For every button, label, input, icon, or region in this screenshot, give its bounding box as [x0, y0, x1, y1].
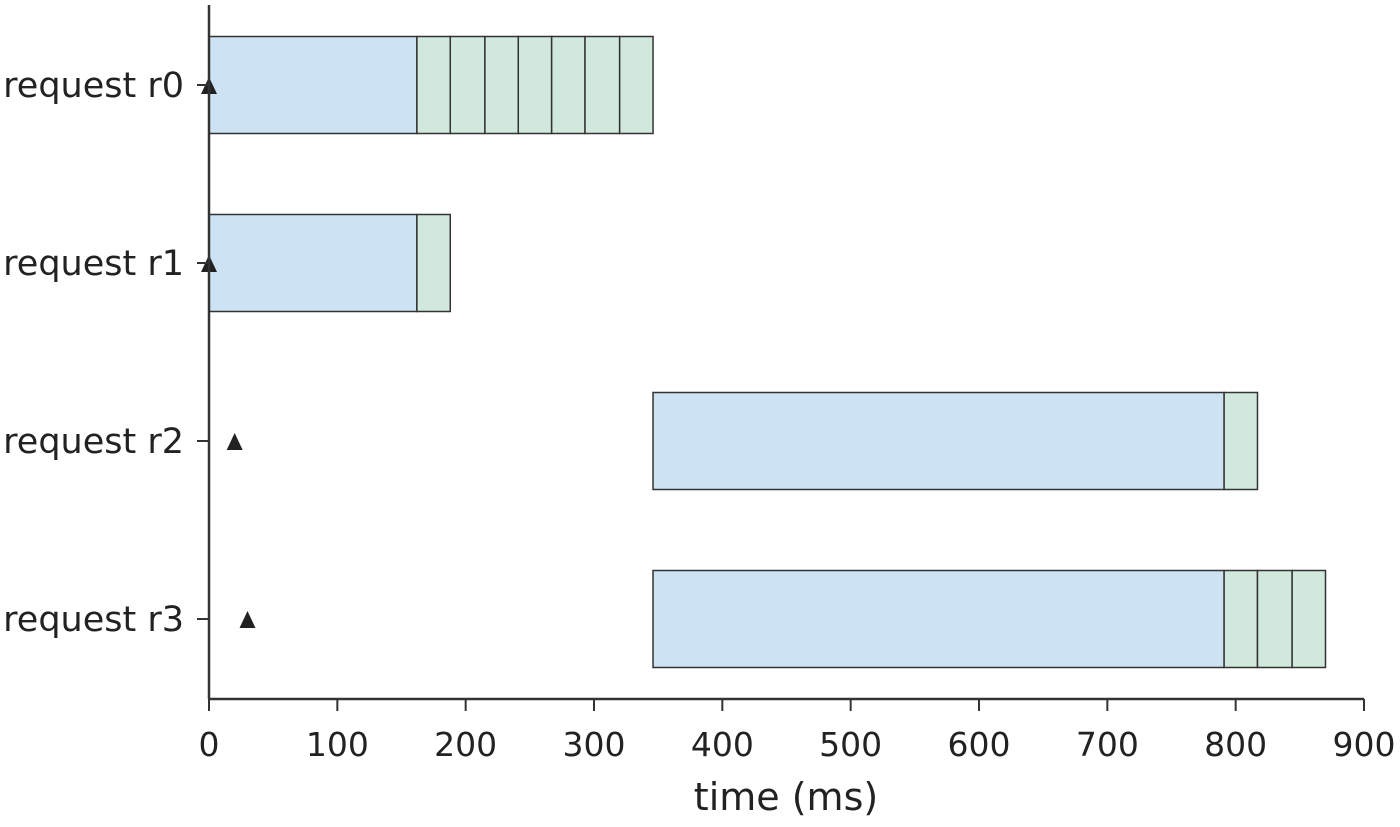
decode-step-bar	[449, 35, 486, 135]
prefill-bar	[208, 213, 418, 313]
decode-step-bar	[584, 35, 621, 135]
decode-step-bar	[550, 35, 586, 135]
x-axis-title: time (ms)	[694, 775, 878, 819]
x-tick-label: 800	[1204, 725, 1267, 764]
prefill-bar	[208, 35, 418, 135]
x-tick-label: 400	[691, 725, 754, 764]
arrival-marker	[226, 433, 243, 450]
bars-layer	[208, 35, 1327, 669]
prefill-bar	[652, 569, 1225, 669]
decode-step-bar	[1223, 569, 1259, 669]
y-ticks-layer: request r0 request r1 request r2 request r3	[3, 66, 209, 640]
x-tick-label: 700	[1076, 725, 1139, 764]
x-tick-label: 900	[1333, 725, 1396, 764]
x-tick-label: 500	[819, 725, 882, 764]
decode-step-bar	[517, 35, 553, 135]
y-tick-label: request r3	[3, 600, 184, 640]
prefill-bar	[652, 391, 1225, 491]
decode-step-bar	[484, 35, 520, 135]
x-tick-label: 100	[306, 725, 369, 764]
x-ticks-layer: 0 100 200 300 400 500 600 700 800 900	[199, 699, 1396, 764]
x-tick-label: 200	[434, 725, 497, 764]
decode-step-bar	[618, 35, 654, 135]
decode-step-bar	[416, 35, 452, 135]
axes-layer	[207, 5, 1364, 701]
arrival-marker	[239, 611, 256, 628]
x-tick-label: 300	[563, 725, 626, 764]
decode-step-bar	[1223, 391, 1259, 491]
x-tick-label: 600	[948, 725, 1011, 764]
decode-step-bar	[1291, 569, 1327, 669]
x-tick-label: 0	[199, 725, 220, 764]
decode-step-bar	[416, 213, 452, 313]
y-tick-label: request r1	[3, 244, 184, 284]
y-tick-label: request r0	[3, 66, 184, 106]
y-tick-label: request r2	[3, 422, 184, 462]
decode-step-bar	[1256, 569, 1293, 669]
